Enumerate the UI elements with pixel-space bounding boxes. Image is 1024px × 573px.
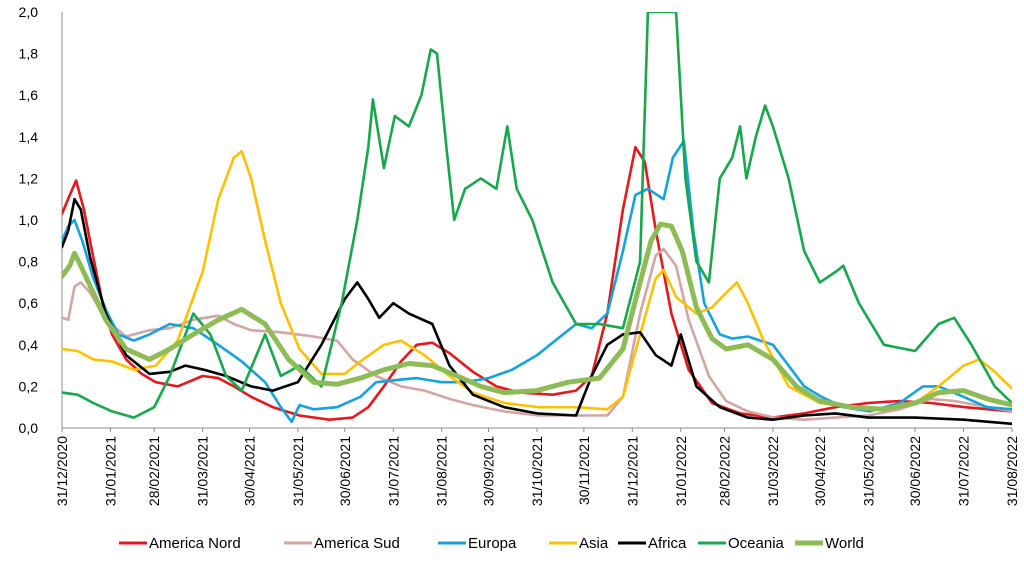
- x-tick-label: 31/07/2021: [385, 436, 401, 506]
- series-line-america-sud: [62, 247, 1012, 421]
- y-tick-label: 0,6: [19, 295, 39, 311]
- y-tick-label: 0,2: [19, 378, 39, 394]
- y-tick-label: 0,8: [19, 254, 39, 270]
- series-line-america-nord: [62, 145, 1012, 421]
- legend-label-africa: Africa: [648, 535, 687, 552]
- x-tick-label: 31/01/2022: [673, 436, 689, 506]
- y-tick-label: 1,4: [19, 129, 39, 145]
- x-tick-label: 31/10/2021: [529, 436, 545, 506]
- x-tick-label: 30/09/2021: [481, 436, 497, 506]
- y-tick-label: 1,6: [19, 87, 39, 103]
- x-tick-label: 31/05/2022: [860, 436, 876, 506]
- y-tick-label: 2,0: [19, 4, 39, 20]
- x-axis-tick-labels: 31/12/2020 31/01/2021 28/02/2021 31/03/2021…: [54, 428, 1020, 506]
- chart-series: [62, 12, 1012, 426]
- x-tick-label: 30/06/2022: [907, 436, 923, 506]
- chart-legend: America Nord America Sud Europa Asia Africa O…: [119, 535, 864, 552]
- chart-axes: [61, 12, 1012, 429]
- y-tick-label: 0,0: [19, 420, 39, 436]
- x-tick-label: 28/02/2022: [717, 436, 733, 506]
- y-tick-label: 1,8: [19, 46, 39, 62]
- y-axis-tick-labels: 0,0 0,2 0,4 0,6 0,8 1,0 1,2 1,4 1,6 1,8 2,0: [19, 4, 39, 436]
- series-line-europa: [62, 139, 1012, 424]
- x-tick-label: 31/01/2021: [102, 436, 118, 506]
- series-line-africa: [62, 197, 1012, 426]
- x-tick-label: 31/05/2021: [290, 436, 306, 506]
- x-tick-label: 31/03/2021: [195, 436, 211, 506]
- legend-label-asia: Asia: [579, 535, 609, 552]
- x-tick-label: 30/11/2021: [576, 436, 592, 505]
- series-line-world: [62, 221, 1012, 412]
- legend-label-oceania: Oceania: [728, 535, 785, 552]
- x-tick-label: 30/04/2022: [812, 436, 828, 506]
- legend-label-europa: Europa: [468, 535, 517, 552]
- x-tick-label: 31/07/2022: [956, 436, 972, 506]
- legend-label-america-nord: America Nord: [149, 535, 241, 552]
- x-tick-label: 31/12/2021: [624, 436, 640, 506]
- y-tick-label: 1,2: [19, 170, 39, 186]
- x-tick-label: 31/03/2022: [765, 436, 781, 506]
- legend-label-america-sud: America Sud: [314, 535, 400, 552]
- x-tick-label: 31/08/2022: [1004, 436, 1020, 506]
- legend-label-world: World: [825, 535, 864, 552]
- y-tick-label: 0,4: [19, 337, 39, 353]
- x-tick-label: 30/06/2021: [337, 436, 353, 506]
- y-tick-label: 1,0: [19, 212, 39, 228]
- series-line-oceania: [62, 12, 1012, 419]
- x-tick-label: 31/08/2021: [434, 436, 450, 506]
- x-tick-label: 30/04/2021: [242, 436, 258, 506]
- x-tick-label: 31/12/2020: [54, 436, 70, 506]
- x-tick-label: 28/02/2021: [146, 436, 162, 506]
